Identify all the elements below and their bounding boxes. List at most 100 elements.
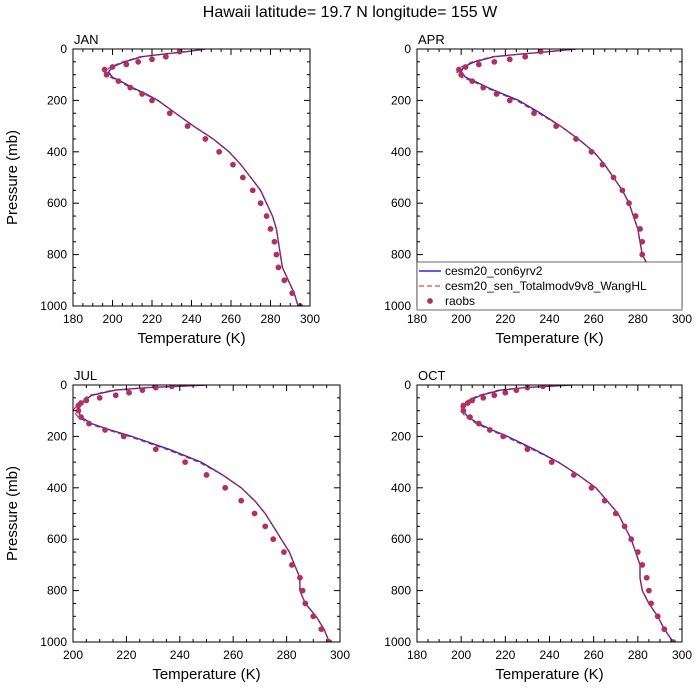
raobs-point bbox=[281, 277, 288, 284]
raobs-point bbox=[612, 510, 619, 517]
legend-label: cesm20_sen_Totalmodv9v8_WangHL bbox=[445, 279, 647, 293]
sen-line bbox=[103, 49, 299, 306]
plot-frame bbox=[72, 384, 341, 643]
raobs-point bbox=[588, 148, 595, 155]
raobs-point bbox=[238, 497, 245, 504]
x-tick-label: 280 bbox=[628, 312, 648, 326]
sen-line bbox=[460, 385, 674, 642]
x-tick-label: 180 bbox=[63, 312, 83, 326]
raobs-point bbox=[96, 394, 103, 401]
x-tick-label: 260 bbox=[584, 312, 604, 326]
con-line bbox=[77, 385, 330, 642]
raobs-point bbox=[639, 562, 646, 568]
raobs-point bbox=[460, 407, 467, 414]
x-tick-label: 180 bbox=[407, 648, 427, 662]
panel-jan: 180 200 220 240 260 280 300 0 200 400 600 800 1000 JA… bbox=[4, 32, 320, 347]
y-tick-label: 0 bbox=[60, 42, 67, 56]
y-tick-label: 600 bbox=[391, 196, 411, 210]
raobs-point bbox=[149, 97, 155, 104]
legend-marker-dot bbox=[427, 298, 433, 304]
y-tick-label: 400 bbox=[47, 481, 67, 495]
y-tick-label: 0 bbox=[404, 42, 411, 56]
raobs-point bbox=[491, 392, 498, 399]
x-tick-label: 220 bbox=[495, 312, 515, 326]
raobs-point bbox=[475, 61, 482, 68]
y-tick-label: 200 bbox=[391, 93, 411, 107]
raobs-point bbox=[152, 385, 159, 391]
y-tick-label: 400 bbox=[391, 481, 411, 495]
raobs-point bbox=[486, 427, 493, 433]
raobs-point bbox=[506, 56, 513, 63]
x-tick-label: 300 bbox=[330, 648, 350, 662]
raobs-point bbox=[262, 523, 269, 530]
raobs-point bbox=[502, 389, 509, 396]
x-axis-label: Temperature (K) bbox=[137, 330, 245, 347]
raobs-point bbox=[152, 446, 159, 453]
x-tick-label: 240 bbox=[181, 312, 201, 326]
raobs-point bbox=[513, 387, 520, 394]
raobs-point bbox=[135, 58, 142, 65]
raobs-point bbox=[263, 213, 270, 219]
raobs-point bbox=[251, 510, 258, 517]
x-tick-label: 200 bbox=[102, 312, 122, 326]
raobs-point bbox=[539, 385, 546, 390]
raobs-point bbox=[267, 226, 274, 232]
legend-box bbox=[416, 261, 683, 311]
x-tick-label: 300 bbox=[672, 648, 692, 662]
raobs-point bbox=[469, 397, 476, 404]
raobs-point bbox=[628, 536, 635, 543]
raobs-point bbox=[299, 587, 306, 594]
raobs-point bbox=[661, 626, 668, 633]
raobs-point bbox=[475, 420, 482, 427]
x-tick-label: 240 bbox=[539, 648, 559, 662]
raobs-point bbox=[222, 484, 229, 491]
raobs-point bbox=[182, 459, 189, 465]
plot-frame bbox=[72, 48, 311, 307]
raobs-point bbox=[275, 264, 282, 271]
sen-line bbox=[73, 385, 330, 642]
y-tick-label: 200 bbox=[47, 93, 67, 107]
panel-jul: 200 220 240 260 280 300 0 200 400 600 800 1000 JUL Te… bbox=[4, 368, 350, 683]
y-axis-label: Pressure (mb) bbox=[4, 466, 21, 561]
raobs-point bbox=[573, 136, 579, 142]
raobs-point bbox=[621, 523, 628, 530]
raobs-point bbox=[632, 213, 639, 219]
raobs-point bbox=[480, 84, 487, 91]
raobs-point bbox=[202, 136, 209, 142]
x-tick-label: 240 bbox=[539, 312, 559, 326]
raobs-point bbox=[126, 389, 132, 396]
raobs-point bbox=[634, 549, 641, 555]
y-tick-label: 0 bbox=[60, 378, 67, 392]
raobs-point bbox=[610, 174, 617, 181]
x-axis-label: Temperature (K) bbox=[495, 666, 603, 683]
raobs-point bbox=[326, 639, 333, 642]
plot-frame bbox=[416, 384, 683, 643]
raobs-point bbox=[103, 71, 110, 78]
x-tick-label: 240 bbox=[170, 648, 190, 662]
raobs-point bbox=[637, 226, 643, 232]
raobs-point bbox=[273, 251, 280, 258]
panel-label: JAN bbox=[74, 32, 99, 47]
raobs-point bbox=[318, 626, 325, 633]
raobs-point bbox=[102, 427, 108, 433]
y-tick-label: 0 bbox=[404, 378, 411, 392]
raobs-point bbox=[86, 420, 92, 427]
raobs-point bbox=[639, 238, 646, 245]
raobs-point bbox=[83, 397, 90, 404]
x-tick-label: 220 bbox=[116, 648, 136, 662]
raobs-point bbox=[458, 71, 465, 78]
raobs-point bbox=[456, 66, 462, 73]
raobs-point bbox=[166, 110, 173, 117]
raobs-point bbox=[112, 392, 119, 399]
raobs-point bbox=[531, 110, 537, 117]
x-tick-label: 280 bbox=[277, 648, 297, 662]
y-tick-label: 1000 bbox=[40, 635, 67, 649]
panel-oct: 180 200 220 240 260 280 300 0 200 400 600 800 1000 OC… bbox=[384, 368, 692, 683]
panel-label: OCT bbox=[418, 368, 446, 383]
x-tick-label: 260 bbox=[221, 312, 241, 326]
raobs-point bbox=[139, 91, 146, 97]
raobs-point bbox=[120, 433, 127, 440]
y-tick-label: 1000 bbox=[384, 299, 411, 313]
y-tick-label: 600 bbox=[47, 532, 67, 546]
y-tick-label: 600 bbox=[47, 196, 67, 210]
